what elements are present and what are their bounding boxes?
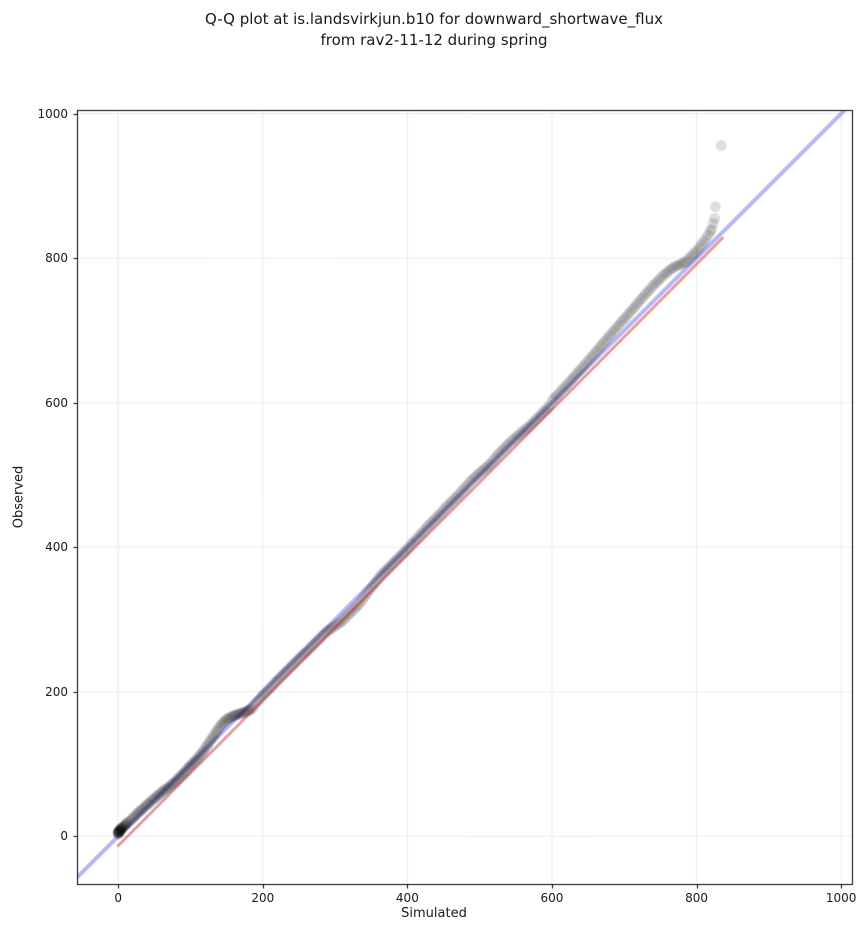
y-tick-label: 0 <box>60 829 68 844</box>
y-tick-label: 200 <box>45 684 68 699</box>
y-tick-label: 800 <box>45 251 68 266</box>
y-axis-label: Observed <box>11 465 27 529</box>
y-tick-label: 1000 <box>37 106 68 121</box>
x-tick-label: 200 <box>251 891 275 905</box>
chart-title-line2: from rav2-11-12 during spring <box>320 31 548 49</box>
y-tick-label: 600 <box>45 395 68 410</box>
chart-title: Q-Q plot at is.landsvirkjun.b10 for down… <box>0 9 868 51</box>
x-tick-label: 800 <box>685 891 709 905</box>
x-axis-label: Simulated <box>401 906 467 921</box>
x-tick-label: 600 <box>540 891 564 905</box>
x-tick-label: 400 <box>395 891 419 905</box>
y-tick-label: 400 <box>45 540 68 555</box>
x-tick-label: 1000 <box>825 891 857 905</box>
x-tick-label: 0 <box>114 891 123 905</box>
chart-title-line1: Q-Q plot at is.landsvirkjun.b10 for down… <box>205 10 663 28</box>
